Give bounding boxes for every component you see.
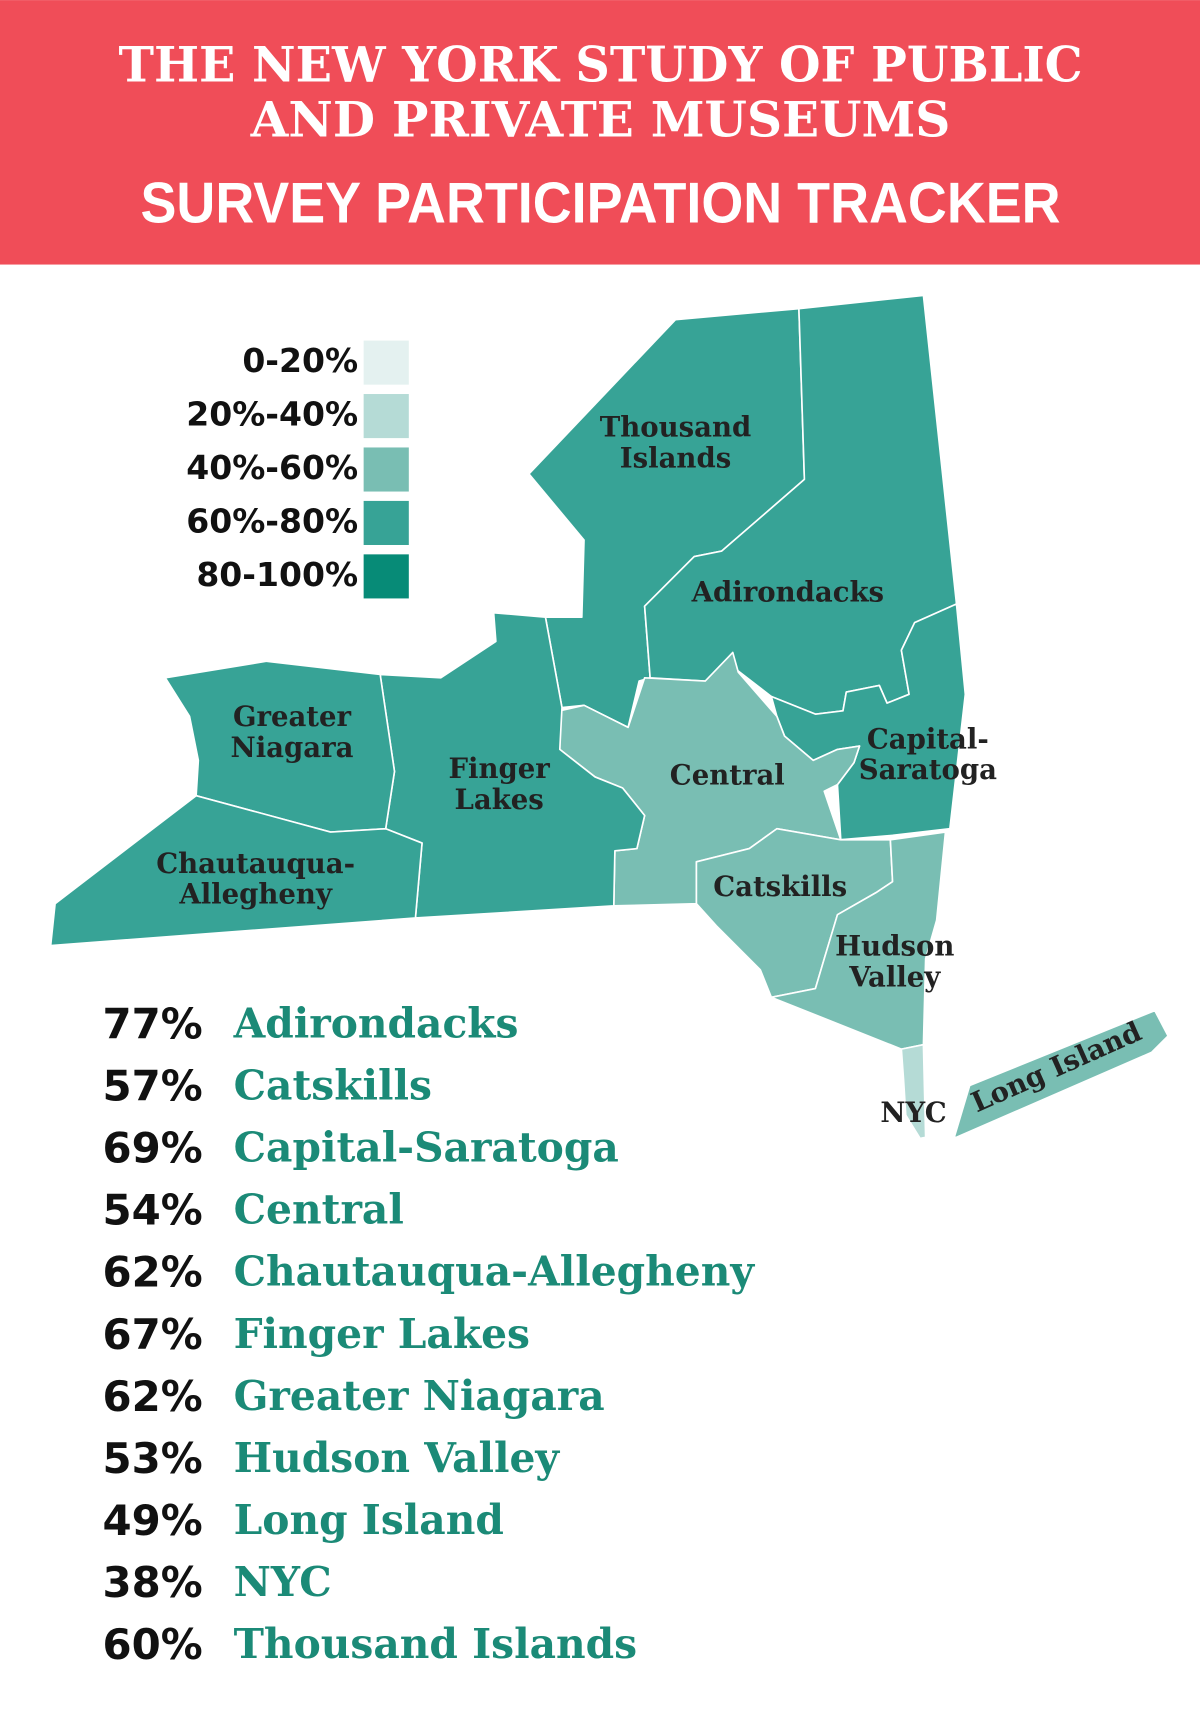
region-percent: 62%	[102, 1248, 202, 1297]
region-name: NYC	[234, 1558, 332, 1606]
region-name: Greater Niagara	[234, 1372, 605, 1420]
region-percent: 57%	[102, 1062, 202, 1111]
title-line: AND PRIVATE MUSEUMS	[250, 92, 951, 149]
map-label: Long Island	[967, 1016, 1147, 1119]
header-band	[0, 0, 1200, 265]
legend-swatch	[363, 340, 409, 385]
map-label: NYC	[880, 1097, 946, 1129]
map-label: Adirondacks	[691, 577, 884, 609]
region-name: Thousand Islands	[234, 1620, 638, 1668]
region-shape	[924, 1009, 1169, 1139]
region-percent: 62%	[102, 1372, 202, 1421]
region-list: 77% Adirondacks 57% Catskills 69% Capital-Sar…	[102, 1000, 755, 1669]
map-label: Catskills	[713, 871, 847, 903]
region-name: Hudson Valley	[234, 1434, 561, 1482]
legend-label: 80-100%	[196, 555, 358, 594]
region-percent: 53%	[102, 1434, 202, 1483]
map-label: Capital-Saratoga	[859, 723, 997, 786]
legend-swatch	[363, 500, 409, 545]
map-label: Chautauqua-Allegheny	[156, 848, 355, 911]
region-name: Central	[234, 1186, 404, 1234]
map	[49, 294, 1169, 1140]
region-percent: 38%	[102, 1558, 202, 1607]
legend-swatch	[363, 554, 409, 599]
region-name: Long Island	[234, 1496, 504, 1544]
region-name: Adirondacks	[233, 1000, 519, 1048]
region-shape	[900, 1043, 927, 1140]
map-label: Greater Niagara	[231, 701, 354, 764]
region-shape	[49, 794, 423, 947]
legend-label: 20%-40%	[186, 395, 358, 434]
region-name: Finger Lakes	[234, 1310, 530, 1358]
region-percent: 60%	[102, 1620, 202, 1669]
legend-label: 60%-80%	[186, 501, 358, 540]
region-shape	[770, 831, 947, 1050]
region-name: Chautauqua-Allegheny	[234, 1248, 756, 1296]
map-label: Thousand Islands	[600, 411, 752, 474]
region-percent: 69%	[102, 1124, 202, 1173]
legend: 0-20% 20%-40% 40%-60% 60%-80% 80-100%	[186, 340, 409, 599]
title-line: THE NEW YORK STUDY OF PUBLIC	[118, 37, 1082, 94]
region-name: Capital-Saratoga	[234, 1124, 619, 1172]
region-percent: 67%	[102, 1310, 202, 1359]
map-label: Central	[670, 760, 785, 792]
legend-label: 0-20%	[242, 341, 358, 380]
legend-label: 40%-60%	[186, 448, 358, 487]
subtitle: SURVEY PARTICIPATION TRACKER	[140, 172, 1060, 236]
map-label: Finger Lakes	[449, 753, 551, 816]
legend-swatch	[363, 447, 409, 492]
region-percent: 54%	[102, 1186, 202, 1235]
legend-swatch	[363, 394, 409, 439]
map-label: Hudson Valley	[835, 930, 954, 993]
region-percent: 49%	[102, 1496, 202, 1545]
region-percent: 77%	[102, 1000, 202, 1049]
region-name: Catskills	[234, 1062, 432, 1110]
